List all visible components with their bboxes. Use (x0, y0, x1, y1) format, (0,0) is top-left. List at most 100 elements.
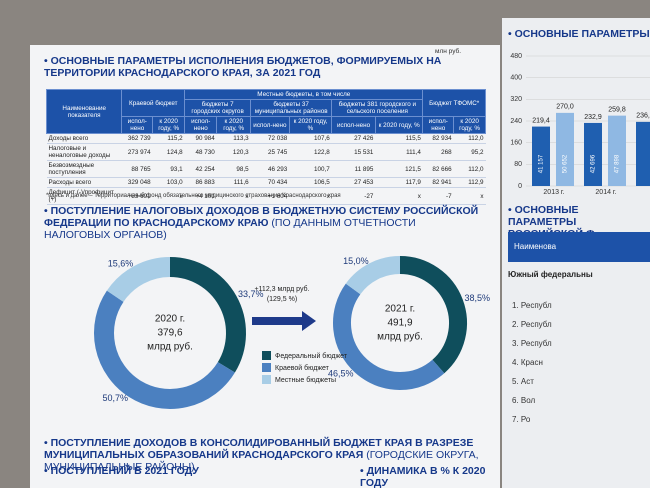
table-cell: 111,4 (375, 143, 423, 161)
y-tick-label: 0 (518, 183, 522, 190)
table-cell: x (375, 187, 423, 205)
header-row: бюджеты 7 городских округов бюджеты 37 му… (47, 99, 486, 117)
donut-center-unit: млрд руб. (147, 341, 193, 353)
table-cell: Расходы всего (46, 177, 122, 188)
header-row: испол-нено к 2020 году, % испол-нено к 2020… (47, 116, 486, 134)
donut-center-total: 491,9 (387, 318, 412, 329)
table-cell: 72 038 (250, 133, 290, 144)
legend-swatch (262, 351, 271, 360)
table-cell: 82 941 (422, 177, 454, 188)
table-cell: 103,0 (152, 177, 185, 188)
bottom-subtitle: (ГОРОДСКИЕ ОКРУГА, МУНИЦИПАЛЬНЫЕ РАЙОНЫ) (44, 449, 479, 473)
region-item: 5. Аст (512, 377, 534, 386)
table-cell: 117,9 (375, 177, 423, 188)
bar (532, 126, 550, 186)
table-cell: 93,1 (152, 160, 185, 178)
x-tick-label: 2013 г. (543, 189, 564, 196)
donut-segment (94, 290, 235, 409)
donut-segment (333, 283, 445, 390)
bar (584, 122, 602, 186)
header-cell: к 2020 году, % (216, 116, 252, 134)
header-cell: Краевой бюджет (121, 89, 186, 117)
donut-title-text: ПОСТУПЛЕНИЕ НАЛОГОВЫХ ДОХОДОВ В БЮДЖЕТНУ… (44, 205, 479, 229)
budget-table: Наименование показателя Краевой бюджет Мес… (45, 89, 486, 205)
donut-title: • ПОСТУПЛЕНИЕ НАЛОГОВЫХ ДОХОДОВ В БЮДЖЕТ… (44, 205, 479, 241)
header-cell: к 2020 году, % (453, 116, 486, 134)
table-cell: 106,5 (289, 177, 332, 188)
table-cell: Дефицит (-)/профицит (+) (46, 187, 122, 205)
legend-label: Местные бюджеты (275, 376, 336, 384)
header-cell: испол-нено (184, 116, 218, 134)
table-cell: x (289, 187, 332, 205)
legend-swatch (262, 375, 271, 384)
table-cell: +1 604 (250, 187, 290, 205)
table-cell: 122,8 (289, 143, 332, 161)
y-tick-label: 400 (510, 75, 522, 82)
header-cell: Наименование показателя (45, 89, 123, 134)
table-cell: 112,9 (453, 177, 486, 188)
table-cell: 86 883 (184, 177, 217, 188)
donut-center-total: 379,6 (157, 328, 182, 339)
header-row: Наименование показателя Краевой бюджет Мес… (45, 89, 486, 134)
table-cell: x (453, 187, 486, 205)
y-tick-label: 80 (514, 161, 522, 168)
table-title: • ОСНОВНЫЕ ПАРАМЕТРЫ ИСПОЛНЕНИЯ БЮДЖЕТОВ… (44, 55, 442, 79)
bar-chart: 0 80 160 240 320 400 480 219,4 41 157 270,0 50 652… (510, 53, 650, 196)
header-cell: бюджеты 7 городских округов (184, 99, 252, 117)
footnote: *здесь и далее – Территориальный фонд об… (46, 193, 341, 199)
table-cell: 27 453 (331, 177, 376, 188)
bar-label: 236,8 (636, 113, 650, 120)
y-tick-label: 320 (510, 96, 522, 103)
segment-label: 33,7% (238, 289, 264, 299)
region-item: 6. Вол (512, 396, 536, 405)
left-caption-text: ПОСТУПЛЕНИЙ В 2021 ГОДУ (50, 465, 199, 477)
table-cell: 88 765 (121, 160, 153, 178)
y-tick-label: 160 (510, 140, 522, 147)
table-cell: Доходы всего (46, 133, 122, 144)
region-item: 2. Республ (512, 320, 552, 329)
table-cell: 15 531 (331, 143, 376, 161)
donut-center-unit: млрд руб. (377, 331, 423, 343)
region-item: 1. Республ (512, 301, 552, 310)
bar-label: 270,0 (556, 104, 574, 111)
table-cell: 70 434 (250, 177, 290, 188)
right-caption-text: ДИНАМИКА В % К 2020 ГОДУ (360, 465, 486, 488)
table-cell: 82 934 (422, 133, 454, 144)
donut-segment (345, 256, 401, 295)
header-cell: бюджеты 37 муниципальных районов (250, 99, 333, 117)
table-cell: 112,0 (453, 160, 486, 178)
table-cell: 25 745 (250, 143, 290, 161)
table-cell: 98,5 (216, 160, 251, 178)
header-cell: Бюджет ТФОМС* (422, 89, 486, 117)
donut-center-year: 2020 г. (155, 314, 185, 325)
region-list: 1. Республ 2. Республ 3. Республ 4. Красн 5.… (512, 296, 552, 429)
header-cell: испол-нено (331, 116, 376, 134)
table-cell: 107,6 (289, 133, 332, 144)
right-caption: • ДИНАМИКА В % К 2020 ГОДУ (360, 465, 486, 488)
donut-segment (399, 256, 467, 374)
bar-label: 232,9 (584, 114, 602, 121)
donut-segment (169, 257, 246, 373)
table-cell: 115,2 (152, 133, 185, 144)
region-item: 4. Красн (512, 358, 543, 367)
donut-center-year: 2021 г. (385, 304, 415, 315)
table-cell: 268 (422, 143, 454, 161)
table-cell: 113,3 (216, 133, 251, 144)
right-page: • ОСНОВНЫЕ ПАРАМЕТРЫ ИСПОЛНЕНИ 0 80 160 240… (502, 18, 650, 488)
left-page: • ОСНОВНЫЕ ПАРАМЕТРЫ ИСПОЛНЕНИЯ БЮДЖЕТОВ… (30, 45, 500, 488)
table-cell: +4 101 (184, 187, 217, 205)
units: млн руб. (435, 48, 462, 55)
bar-inner-label: 47 898 (615, 154, 621, 173)
header-cell: к 2020 году, % (288, 116, 333, 134)
table-title-text: ОСНОВНЫЕ ПАРАМЕТРЫ ИСПОЛНЕНИЯ БЮДЖЕТОВ, … (44, 55, 442, 79)
arrow (252, 311, 316, 331)
table-cell: 46 293 (250, 160, 290, 178)
y-tick-label: 480 (510, 53, 522, 60)
region-item: 3. Республ (512, 339, 552, 348)
bottom-title-text: ПОСТУПЛЕНИЕ ДОХОДОВ В КОНСОЛИДИРОВАННЫЙ … (44, 437, 474, 461)
table-cell: 27 426 (331, 133, 376, 144)
legend-swatch (262, 363, 271, 372)
right-top-title-text: ОСНОВНЫЕ ПАРАМЕТРЫ ИСПОЛНЕНИ (514, 28, 650, 40)
legend-label: Краевой бюджет (275, 364, 330, 372)
